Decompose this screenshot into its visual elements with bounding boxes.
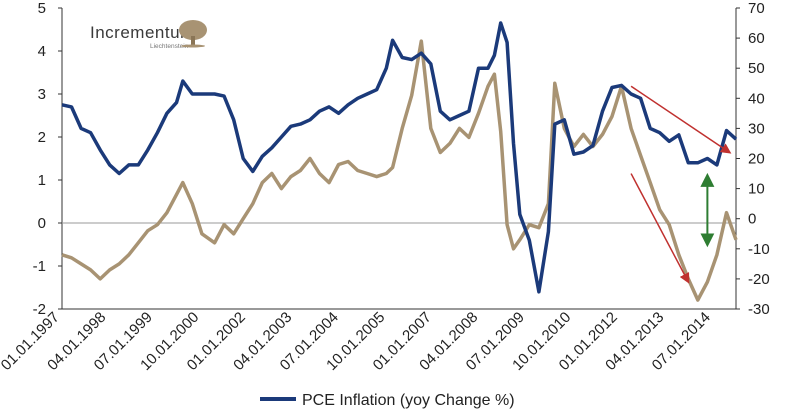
left-tick-label: -2 <box>33 301 46 318</box>
logo-subtitle: Liechtenstein <box>150 43 189 50</box>
chart-tick-labels: -2-1012345-30-20-1001020304050607001.01.… <box>0 0 770 374</box>
left-tick-label: -1 <box>33 258 46 275</box>
right-tick-label: -30 <box>748 301 770 318</box>
left-tick-label: 3 <box>38 86 46 103</box>
right-tick-label: 50 <box>748 60 765 77</box>
right-tick-label: 30 <box>748 120 765 137</box>
series-line-right-axis <box>61 39 738 302</box>
logo-name: Incrementum <box>90 23 195 42</box>
left-tick-label: 2 <box>38 129 46 146</box>
left-tick-label: 0 <box>38 215 46 232</box>
left-tick-label: 5 <box>38 0 46 17</box>
right-tick-label: 0 <box>748 211 756 228</box>
chart-axes <box>61 8 737 310</box>
right-tick-label: 20 <box>748 151 765 168</box>
chart-annotations <box>630 85 732 284</box>
tree-icon <box>179 20 207 48</box>
series-line-pce <box>61 21 738 294</box>
trend-arrow <box>630 85 732 154</box>
legend-label: PCE Inflation (yoy Change %) <box>302 392 515 409</box>
trend-arrow <box>630 173 690 284</box>
left-tick-label: 1 <box>38 172 46 189</box>
right-tick-label: 10 <box>748 181 765 198</box>
right-tick-label: 60 <box>748 30 765 47</box>
right-tick-label: 40 <box>748 90 765 107</box>
right-tick-label: 70 <box>748 0 765 17</box>
right-tick-label: -20 <box>748 271 770 288</box>
right-tick-label: -10 <box>748 241 770 258</box>
chart-series <box>61 21 738 302</box>
left-tick-label: 4 <box>38 43 46 60</box>
legend: PCE Inflation (yoy Change %) <box>260 392 515 409</box>
incrementum-logo: Incrementum Liechtenstein <box>90 20 207 50</box>
